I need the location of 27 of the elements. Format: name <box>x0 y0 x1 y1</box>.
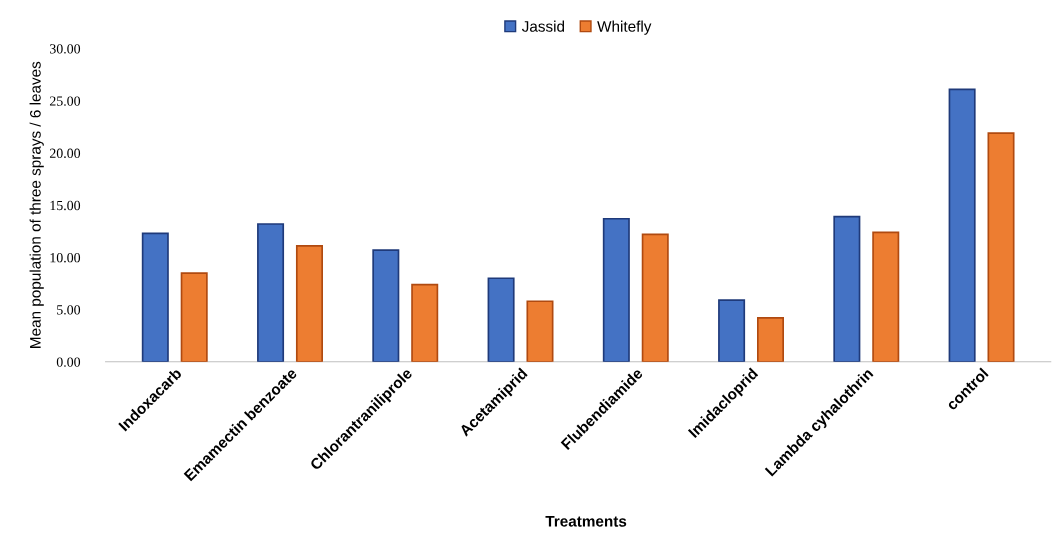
bar <box>295 245 323 362</box>
y-tick-label: 30.00 <box>50 44 81 54</box>
bar <box>487 277 515 362</box>
bar <box>526 300 554 362</box>
y-tick-label: 25.00 <box>49 96 81 106</box>
bar <box>257 223 285 362</box>
x-axis-title: Treatments <box>545 515 627 527</box>
bar <box>948 88 976 362</box>
bar <box>872 231 900 362</box>
y-tick-label: 5.00 <box>57 305 81 315</box>
y-tick-label: 10.00 <box>50 252 81 263</box>
y-tick-label: 15.00 <box>50 200 81 211</box>
bar <box>756 317 785 362</box>
bar <box>411 283 439 362</box>
bar <box>987 132 1015 362</box>
bar <box>180 272 208 362</box>
bar <box>718 299 746 362</box>
y-tick-label: 0.00 <box>56 357 81 367</box>
y-tick-label: 20.00 <box>49 148 81 159</box>
bar <box>641 233 669 362</box>
bar <box>372 249 400 362</box>
y-axis-title: Mean population of three sprays / 6 leaves <box>29 61 44 348</box>
bar <box>141 232 169 362</box>
legend-label: Whitefly <box>597 20 652 35</box>
bar <box>833 215 861 362</box>
legend-label: Jassid <box>521 20 565 32</box>
bar <box>602 217 630 362</box>
